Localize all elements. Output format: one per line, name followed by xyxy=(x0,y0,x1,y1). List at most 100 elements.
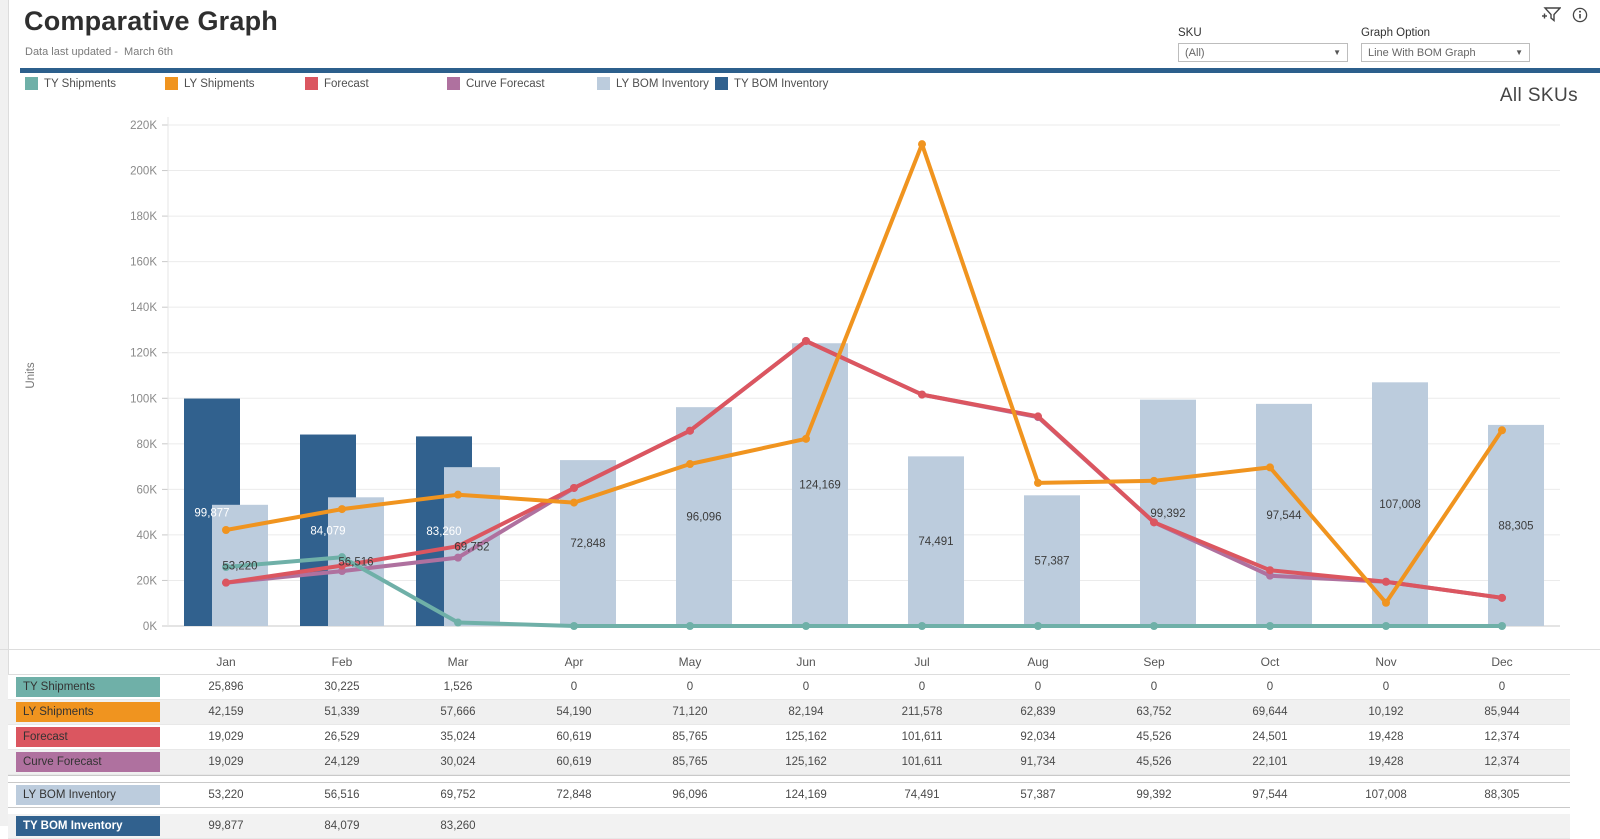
point-forecast-jul[interactable] xyxy=(918,390,926,399)
y-tick-label: 120K xyxy=(130,348,157,360)
legend-item-ty-bom-inventory[interactable]: TY BOM Inventory xyxy=(715,77,828,90)
point-ly-shipments-feb[interactable] xyxy=(338,505,346,514)
legend-swatch-icon xyxy=(715,77,728,90)
point-ly-shipments-jun[interactable] xyxy=(802,434,810,443)
bar-value-label: 97,544 xyxy=(1266,510,1302,522)
point-curve-forecast-oct[interactable] xyxy=(1266,571,1274,580)
bar-ly-bom-inventory-oct[interactable] xyxy=(1256,403,1312,626)
bar-ly-bom-inventory-jul[interactable] xyxy=(908,456,964,626)
legend-item-ty-shipments[interactable]: TY Shipments xyxy=(25,77,116,90)
point-curve-forecast-mar[interactable] xyxy=(454,553,462,562)
bar-ly-bom-inventory-may[interactable] xyxy=(676,407,732,626)
point-ly-shipments-dec[interactable] xyxy=(1498,426,1506,435)
table-value-cell: 63,752 xyxy=(1136,706,1172,718)
bar-value-label: 107,008 xyxy=(1379,499,1421,511)
legend-item-forecast[interactable]: Forecast xyxy=(305,77,369,90)
bar-ly-bom-inventory-jun[interactable] xyxy=(792,343,848,626)
table-value-cell: 97,544 xyxy=(1252,789,1288,801)
point-ty-shipments-nov[interactable] xyxy=(1382,622,1390,630)
bar-value-label: 83,260 xyxy=(426,526,461,538)
graph-option-dropdown[interactable]: Line With BOM Graph ▼ xyxy=(1361,43,1530,62)
point-ty-shipments-feb[interactable] xyxy=(338,553,346,562)
point-ly-shipments-jul[interactable] xyxy=(918,140,926,149)
bar-ly-bom-inventory-aug[interactable] xyxy=(1024,495,1080,626)
table-value-cell: 85,765 xyxy=(672,756,708,768)
table-value-cell: 107,008 xyxy=(1365,789,1407,801)
legend-item-curve-forecast[interactable]: Curve Forecast xyxy=(447,77,545,90)
y-tick-label: 100K xyxy=(130,393,157,405)
legend-swatch-icon xyxy=(597,77,610,90)
line-ly-shipments[interactable] xyxy=(224,142,1504,605)
point-forecast-mar[interactable] xyxy=(454,542,462,551)
point-forecast-nov[interactable] xyxy=(1382,577,1390,586)
row-label-ty-shipments: TY Shipments xyxy=(16,677,160,697)
point-ty-shipments-apr[interactable] xyxy=(570,622,578,630)
bar-value-label: 88,305 xyxy=(1498,520,1533,532)
point-ty-shipments-dec[interactable] xyxy=(1498,622,1506,630)
legend-label: LY BOM Inventory xyxy=(616,77,709,90)
bar-ly-bom-inventory-sep[interactable] xyxy=(1140,399,1196,626)
point-ty-shipments-may[interactable] xyxy=(686,622,694,630)
point-forecast-apr[interactable] xyxy=(570,483,578,492)
line-ty-shipments[interactable] xyxy=(224,555,1504,628)
point-ty-shipments-jan[interactable] xyxy=(222,563,230,572)
table-value-cell: 69,644 xyxy=(1252,706,1288,718)
table-value-cell: 88,305 xyxy=(1484,789,1520,801)
line-forecast[interactable] xyxy=(224,339,1504,600)
table-value-cell: 12,374 xyxy=(1484,731,1520,743)
table-value-cell: 25,896 xyxy=(208,681,244,693)
bar-ly-bom-inventory-dec[interactable] xyxy=(1488,424,1544,626)
point-forecast-oct[interactable] xyxy=(1266,566,1274,575)
point-ty-shipments-aug[interactable] xyxy=(1034,622,1042,630)
bar-value-label: 84,079 xyxy=(310,525,345,537)
y-tick-label: 200K xyxy=(130,166,157,178)
point-curve-forecast-feb[interactable] xyxy=(338,567,346,576)
point-ty-shipments-oct[interactable] xyxy=(1266,622,1274,630)
point-ly-shipments-apr[interactable] xyxy=(570,498,578,507)
table-value-cell: 35,024 xyxy=(440,731,476,743)
table-value-cell: 0 xyxy=(1498,681,1506,693)
legend-item-ly-bom-inventory[interactable]: LY BOM Inventory xyxy=(597,77,709,90)
y-tick-label: 60K xyxy=(137,484,158,496)
legend-item-ly-shipments[interactable]: LY Shipments xyxy=(165,77,255,90)
add-filter-icon[interactable] xyxy=(1541,7,1561,23)
legend-swatch-icon xyxy=(25,77,38,90)
y-axis-title: Units xyxy=(25,362,37,388)
point-ly-shipments-aug[interactable] xyxy=(1034,478,1042,487)
point-forecast-feb[interactable] xyxy=(338,561,346,570)
chart-legend: TY Shipments LY Shipments Forecast Curve Fo… xyxy=(0,77,1600,93)
table-value-cell: 53,220 xyxy=(208,789,244,801)
table-value-cell: 51,339 xyxy=(324,706,360,718)
point-ly-shipments-mar[interactable] xyxy=(454,490,462,499)
point-ly-shipments-jan[interactable] xyxy=(222,525,230,534)
month-column-header: Dec xyxy=(1491,655,1513,669)
point-ty-shipments-mar[interactable] xyxy=(454,618,462,627)
point-forecast-jan[interactable] xyxy=(222,578,230,587)
header-divider xyxy=(20,68,1600,73)
point-ty-shipments-jul[interactable] xyxy=(918,622,926,630)
info-icon[interactable] xyxy=(1572,7,1588,23)
point-forecast-may[interactable] xyxy=(686,426,694,435)
table-value-cell: 0 xyxy=(1382,681,1390,693)
window-edge-strip xyxy=(0,0,9,826)
bar-value-label: 99,392 xyxy=(1150,508,1185,520)
point-ly-shipments-nov[interactable] xyxy=(1382,598,1390,607)
point-ty-shipments-sep[interactable] xyxy=(1150,622,1158,630)
sku-label: SKU xyxy=(1178,27,1202,39)
sku-dropdown[interactable]: (All) ▼ xyxy=(1178,43,1348,62)
row-label-ly-bom-inventory: LY BOM Inventory xyxy=(16,785,160,805)
all-skus-annotation: All SKUs xyxy=(1499,85,1578,106)
point-ty-shipments-jun[interactable] xyxy=(802,622,810,630)
bar-ly-bom-inventory-apr[interactable] xyxy=(560,460,616,626)
point-ly-shipments-oct[interactable] xyxy=(1266,463,1274,472)
table-value-cell: 12,374 xyxy=(1484,756,1520,768)
point-forecast-sep[interactable] xyxy=(1150,518,1158,527)
point-forecast-aug[interactable] xyxy=(1034,412,1042,421)
point-forecast-jun[interactable] xyxy=(802,336,810,345)
table-value-cell: 0 xyxy=(1150,681,1158,693)
data-table: Jan Feb Mar Apr May Jun Jul Aug Sep Oct Nov Dec TY … xyxy=(0,649,1600,839)
point-ly-shipments-sep[interactable] xyxy=(1150,476,1158,485)
table-value-cell: 211,578 xyxy=(901,706,943,718)
point-ly-shipments-may[interactable] xyxy=(686,460,694,469)
point-forecast-dec[interactable] xyxy=(1498,593,1506,602)
